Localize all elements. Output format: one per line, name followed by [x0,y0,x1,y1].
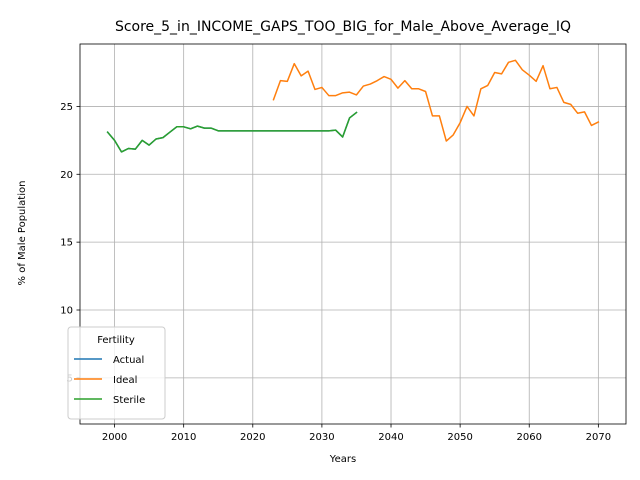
series-lines [106,59,600,153]
x-tick-label: 2040 [378,432,403,443]
y-tick-label: 20 [60,170,73,181]
series-line-ideal [272,59,600,142]
x-axis-label: Years [329,454,356,465]
legend-items: Actual Ideal Sterile [74,355,145,406]
grid-lines [80,44,626,424]
legend-label-ideal: Ideal [113,375,137,386]
x-axis-ticks: 2000 2010 2020 2030 2040 2050 2060 2070 [102,424,611,443]
series-line-sterile [106,111,358,153]
legend-label-actual: Actual [113,355,144,366]
plot-frame [79,43,627,425]
y-tick-label: 25 [60,102,73,113]
legend-title: Fertility [97,335,135,346]
legend-label-sterile: Sterile [113,395,145,406]
x-tick-label: 2070 [586,432,611,443]
y-tick-label: 15 [60,238,73,249]
chart-title: Score_5_in_INCOME_GAPS_TOO_BIG_for_Male_… [115,19,571,35]
x-tick-label: 2010 [171,432,196,443]
x-tick-label: 2060 [517,432,542,443]
legend: Fertility Actual Ideal Sterile [67,326,166,420]
x-tick-label: 2050 [447,432,472,443]
y-tick-label: 10 [60,306,73,317]
x-tick-label: 2030 [309,432,334,443]
y-axis-label: % of Male Population [17,181,28,286]
x-tick-label: 2020 [240,432,265,443]
legend-box [67,326,166,420]
x-tick-label: 2000 [102,432,127,443]
series-line-actual [106,111,358,153]
